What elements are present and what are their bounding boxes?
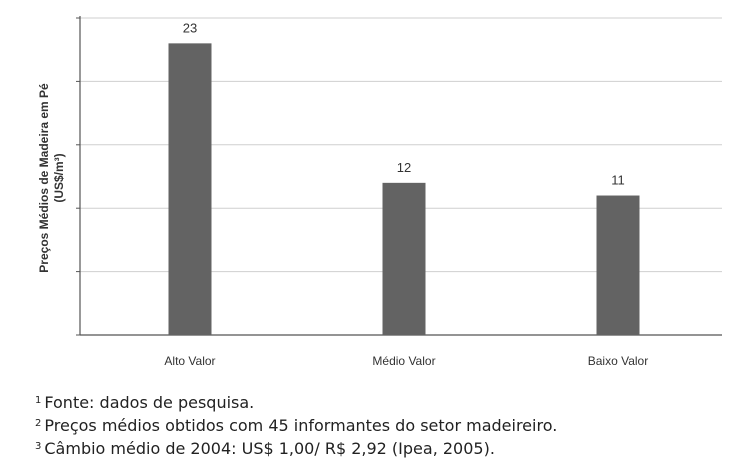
bar-3 <box>596 195 640 335</box>
y-axis-title: Preços Médios de Madeira em Pé (US$/m³) <box>37 83 66 273</box>
data-label-3: 11 <box>611 173 625 188</box>
footnote-marker-1: 1 <box>35 395 42 406</box>
footnote-2: 2 Preços médios obtidos com 45 informante… <box>35 413 735 436</box>
footnote-3: 3 Câmbio médio de 2004: US$ 1,00/ R$ 2,92… <box>35 436 735 459</box>
footnote-marker-2: 2 <box>35 418 42 429</box>
bars <box>168 43 640 336</box>
footnote-text-1: Fonte: dados de pesquisa. <box>44 393 255 412</box>
data-label-2: 12 <box>397 160 411 175</box>
footnote-marker-3: 3 <box>35 441 42 452</box>
x-tick-label-1: Alto Valor <box>164 354 215 368</box>
footnote-text-3: Câmbio médio de 2004: US$ 1,00/ R$ 2,92 … <box>44 439 495 458</box>
x-tick-label-3: Baixo Valor <box>588 354 648 368</box>
x-tick-label-2: Médio Valor <box>372 354 435 368</box>
bar-1 <box>168 43 212 336</box>
y-axis-unit: (US$/m³) <box>52 153 66 202</box>
y-axis-label: Preços Médios de Madeira em Pé <box>37 83 51 273</box>
footnote-1: 1 Fonte: dados de pesquisa. <box>35 390 735 413</box>
footnote-text-2: Preços médios obtidos com 45 informantes… <box>44 416 558 435</box>
footnotes: 1 Fonte: dados de pesquisa. 2 Preços médio… <box>35 390 735 459</box>
data-label-1: 23 <box>183 20 197 35</box>
bar-2 <box>382 182 426 335</box>
data-labels: 23 12 11 <box>183 20 625 187</box>
x-tick-labels: Alto Valor Médio Valor Baixo Valor <box>164 354 648 368</box>
